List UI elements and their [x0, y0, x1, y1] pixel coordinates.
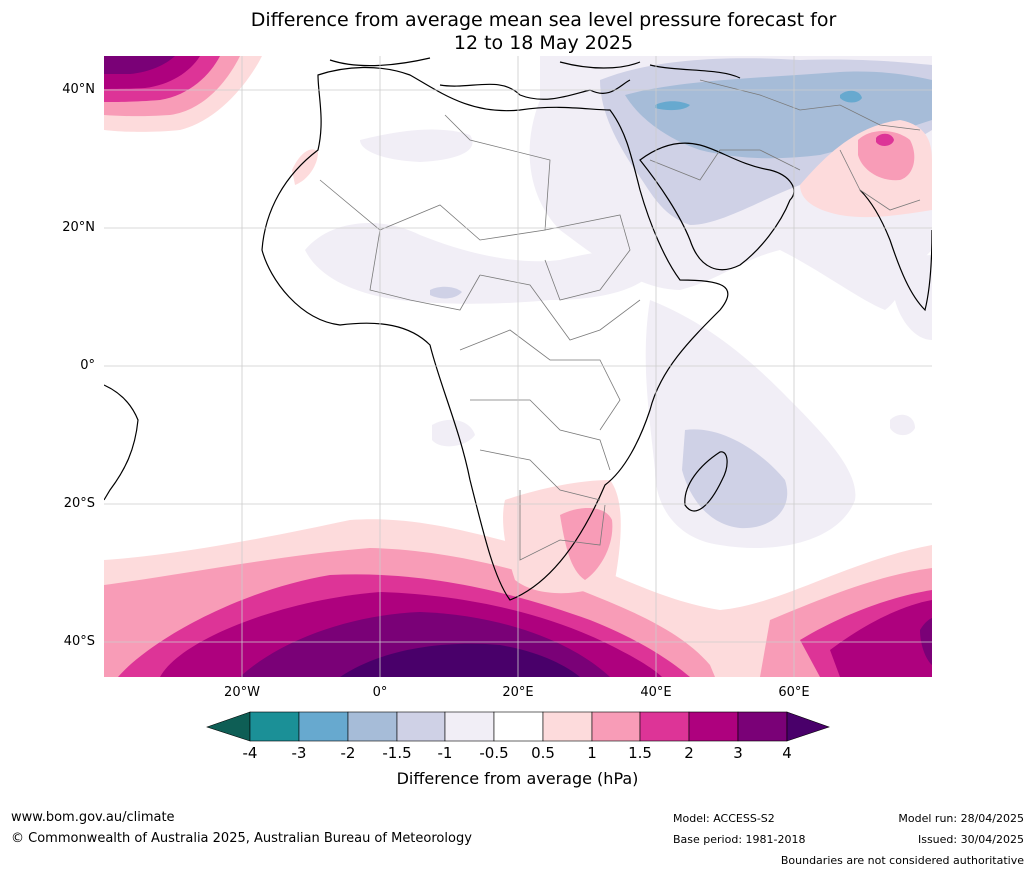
lat-label-40n: 40°N: [62, 82, 95, 97]
colorbar-tick: -1.5: [382, 744, 412, 762]
colorbar-bin-10: [688, 711, 739, 742]
colorbar-tick: 0.5: [531, 744, 555, 762]
colorbar-bin-11: [737, 711, 788, 742]
anomaly-1-1.5-iran: [858, 131, 915, 181]
anomaly-0.5-1-canary: [292, 149, 318, 185]
colorbar: [206, 711, 830, 742]
issued-date: Issued: 30/04/2025: [917, 833, 1024, 846]
title-line-2: 12 to 18 May 2025: [453, 32, 634, 54]
lat-label-0: 0°: [80, 358, 95, 373]
colorbar-bin-3: [347, 711, 398, 742]
base-period: Base period: 1981-2018: [673, 833, 806, 846]
anomaly-neg-1-minus-1.5-madagascar: [682, 429, 788, 529]
copyright-notice: © Commonwealth of Australia 2025, Austra…: [11, 831, 472, 846]
colorbar-tick: 4: [782, 744, 792, 762]
anomaly-neg-0.5-minus-1-sahel: [305, 223, 660, 304]
anomaly-neg-0.5-minus-1-sahara: [360, 129, 473, 162]
colorbar-bin-8: [591, 711, 641, 742]
lon-label-60e: 60°E: [778, 685, 810, 700]
colorbar-tick: 1.5: [628, 744, 652, 762]
africa-coastline: [261, 66, 729, 601]
anomaly-neg-2-minus-3-turkey: [655, 101, 690, 111]
title-line-1: Difference from average mean sea level p…: [250, 9, 837, 31]
colorbar-bin-4: [396, 711, 446, 742]
anomaly-neg-1-minus-1.5-sahel: [430, 286, 462, 299]
colorbar-extend-low: [206, 711, 251, 742]
colorbar-bin-7: [542, 711, 593, 742]
lon-label-20w: 20°W: [224, 685, 260, 700]
colorbar-bin-6: [493, 711, 544, 742]
lon-label-20e: 20°E: [502, 685, 534, 700]
colorbar-bin-9: [639, 711, 690, 742]
anomaly-neg-2-minus-3-caspian: [840, 90, 862, 103]
anomaly-2-3-se: [830, 600, 932, 677]
lon-label-40e: 40°E: [640, 685, 672, 700]
colorbar-bin-2: [298, 711, 349, 742]
anomaly-neg-0.5-minus-1-indian-east: [890, 414, 915, 436]
bom-website-link[interactable]: www.bom.gov.au/climate: [11, 810, 175, 825]
anomaly-3-4-north-atlantic: [104, 56, 175, 74]
boundaries-disclaimer: Boundaries are not considered authoritat…: [780, 854, 1024, 867]
colorbar-tick: 3: [733, 744, 743, 762]
map-title: Difference from average mean sea level p…: [0, 9, 1035, 55]
anomaly-1-1.5-southern-africa: [560, 508, 613, 580]
south-america-coastline: [104, 384, 139, 501]
colorbar-tick: 2: [684, 744, 694, 762]
madagascar-coastline: [684, 451, 728, 512]
colorbar-tick: -2: [340, 744, 356, 762]
lat-label-40s: 40°S: [63, 634, 95, 649]
anomaly-1.5-2-iran: [876, 133, 894, 146]
lat-label-20s: 20°S: [63, 496, 95, 511]
arabia-coastline: [639, 142, 795, 271]
colorbar-bin-5: [444, 711, 495, 742]
anomaly-4-south: [340, 643, 580, 677]
colorbar-tick: 1: [587, 744, 597, 762]
lat-label-20n: 20°N: [62, 220, 95, 235]
colorbar-tick: -1: [437, 744, 453, 762]
colorbar-tick: -0.5: [479, 744, 509, 762]
anomaly-neg-0.5-minus-1-congo-basin: [432, 419, 475, 447]
colorbar-tick: -3: [291, 744, 307, 762]
model-run-date: Model run: 28/04/2025: [898, 812, 1024, 825]
map-area: [104, 56, 932, 677]
country-boundaries: [319, 79, 921, 561]
colorbar-tick: -4: [242, 744, 258, 762]
anomaly-3-4-se: [920, 618, 932, 665]
colorbar-extend-high: [786, 711, 830, 742]
colorbar-title: Difference from average (hPa): [396, 769, 639, 788]
lon-label-0: 0°: [372, 685, 388, 700]
colorbar-bin-1: [249, 711, 300, 742]
model-name: Model: ACCESS-S2: [673, 812, 775, 825]
graticule: [104, 56, 932, 677]
india-coastline: [859, 189, 932, 312]
